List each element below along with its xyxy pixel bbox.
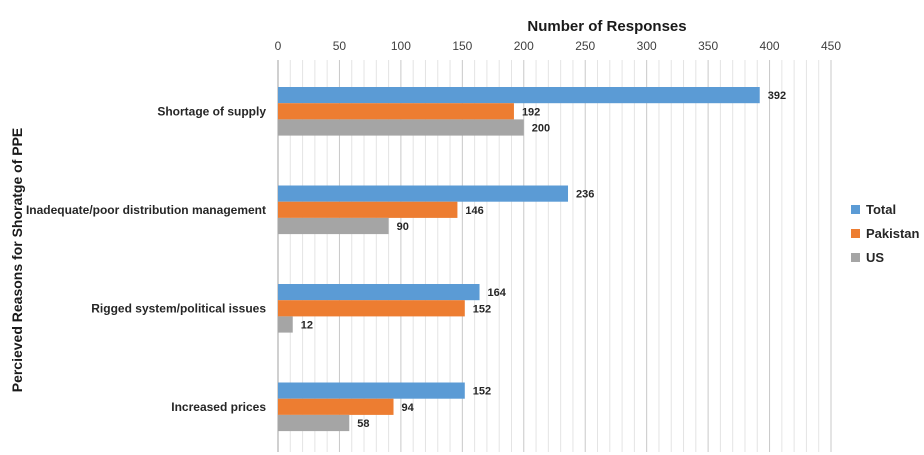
bar-pakistan-rigged-system-political-issues [278, 300, 465, 317]
x-tick-label: 150 [452, 39, 472, 53]
data-label-total-inadequate-poor-distribution-management: 236 [576, 189, 594, 201]
x-tick-label: 250 [575, 39, 595, 53]
data-label-total-rigged-system-political-issues: 164 [488, 287, 507, 299]
x-tick-label: 300 [637, 39, 657, 53]
bar-us-rigged-system-political-issues [278, 316, 293, 333]
legend-label-pakistan: Pakistan [866, 226, 920, 241]
category-label-rigged-system-political-issues: Rigged system/political issues [91, 301, 266, 315]
x-tick-label: 0 [275, 39, 282, 53]
legend-swatch-pakistan [851, 229, 860, 238]
bar-us-shortage-of-supply [278, 119, 524, 136]
x-tick-label: 400 [760, 39, 780, 53]
data-labels: 392 192 200 236 146 90 164 152 12 152 94 58 [301, 90, 786, 430]
category-labels: Shortage of supply Inadequate/poor distri… [26, 104, 266, 414]
x-tick-label: 200 [514, 39, 534, 53]
chart-title: Number of Responses [527, 18, 686, 35]
data-label-pakistan-shortage-of-supply: 192 [522, 106, 540, 118]
legend-swatch-total [851, 205, 860, 214]
bar-total-increased-prices [278, 382, 465, 399]
category-label-increased-prices: Increased prices [171, 400, 266, 414]
bar-pakistan-shortage-of-supply [278, 103, 514, 120]
x-tick-label: 100 [391, 39, 411, 53]
data-label-pakistan-increased-prices: 94 [402, 402, 415, 414]
data-label-pakistan-rigged-system-political-issues: 152 [473, 303, 491, 315]
legend-label-total: Total [866, 202, 896, 217]
bar-total-inadequate-poor-distribution-management [278, 185, 569, 202]
bars [278, 87, 760, 432]
bar-total-shortage-of-supply [278, 87, 760, 104]
bar-pakistan-increased-prices [278, 398, 394, 415]
x-tick-label: 50 [333, 39, 347, 53]
x-axis-ticks: 0 50 100 150 200 250 300 350 400 450 [275, 39, 842, 53]
x-tick-label: 350 [698, 39, 718, 53]
category-label-shortage-of-supply: Shortage of supply [157, 104, 266, 118]
bar-us-increased-prices [278, 414, 350, 432]
bar-total-rigged-system-political-issues [278, 284, 480, 301]
legend: Total Pakistan US [851, 202, 920, 265]
y-axis-label: Percieved Reasons for Shoratge of PPE [9, 128, 25, 393]
data-label-pakistan-inadequate-poor-distribution-management: 146 [465, 205, 483, 217]
legend-swatch-us [851, 253, 860, 262]
bar-pakistan-inadequate-poor-distribution-management [278, 201, 458, 218]
data-label-us-shortage-of-supply: 200 [532, 123, 550, 135]
data-label-total-shortage-of-supply: 392 [768, 90, 786, 102]
legend-label-us: US [866, 250, 884, 265]
bar-us-inadequate-poor-distribution-management [278, 217, 389, 235]
data-label-us-rigged-system-political-issues: 12 [301, 320, 313, 332]
x-tick-label: 450 [821, 39, 841, 53]
data-label-us-increased-prices: 58 [357, 418, 369, 430]
data-label-total-increased-prices: 152 [473, 386, 491, 398]
category-label-inadequate-poor-distribution-management: Inadequate/poor distribution management [26, 203, 266, 217]
data-label-us-inadequate-poor-distribution-management: 90 [397, 221, 409, 233]
